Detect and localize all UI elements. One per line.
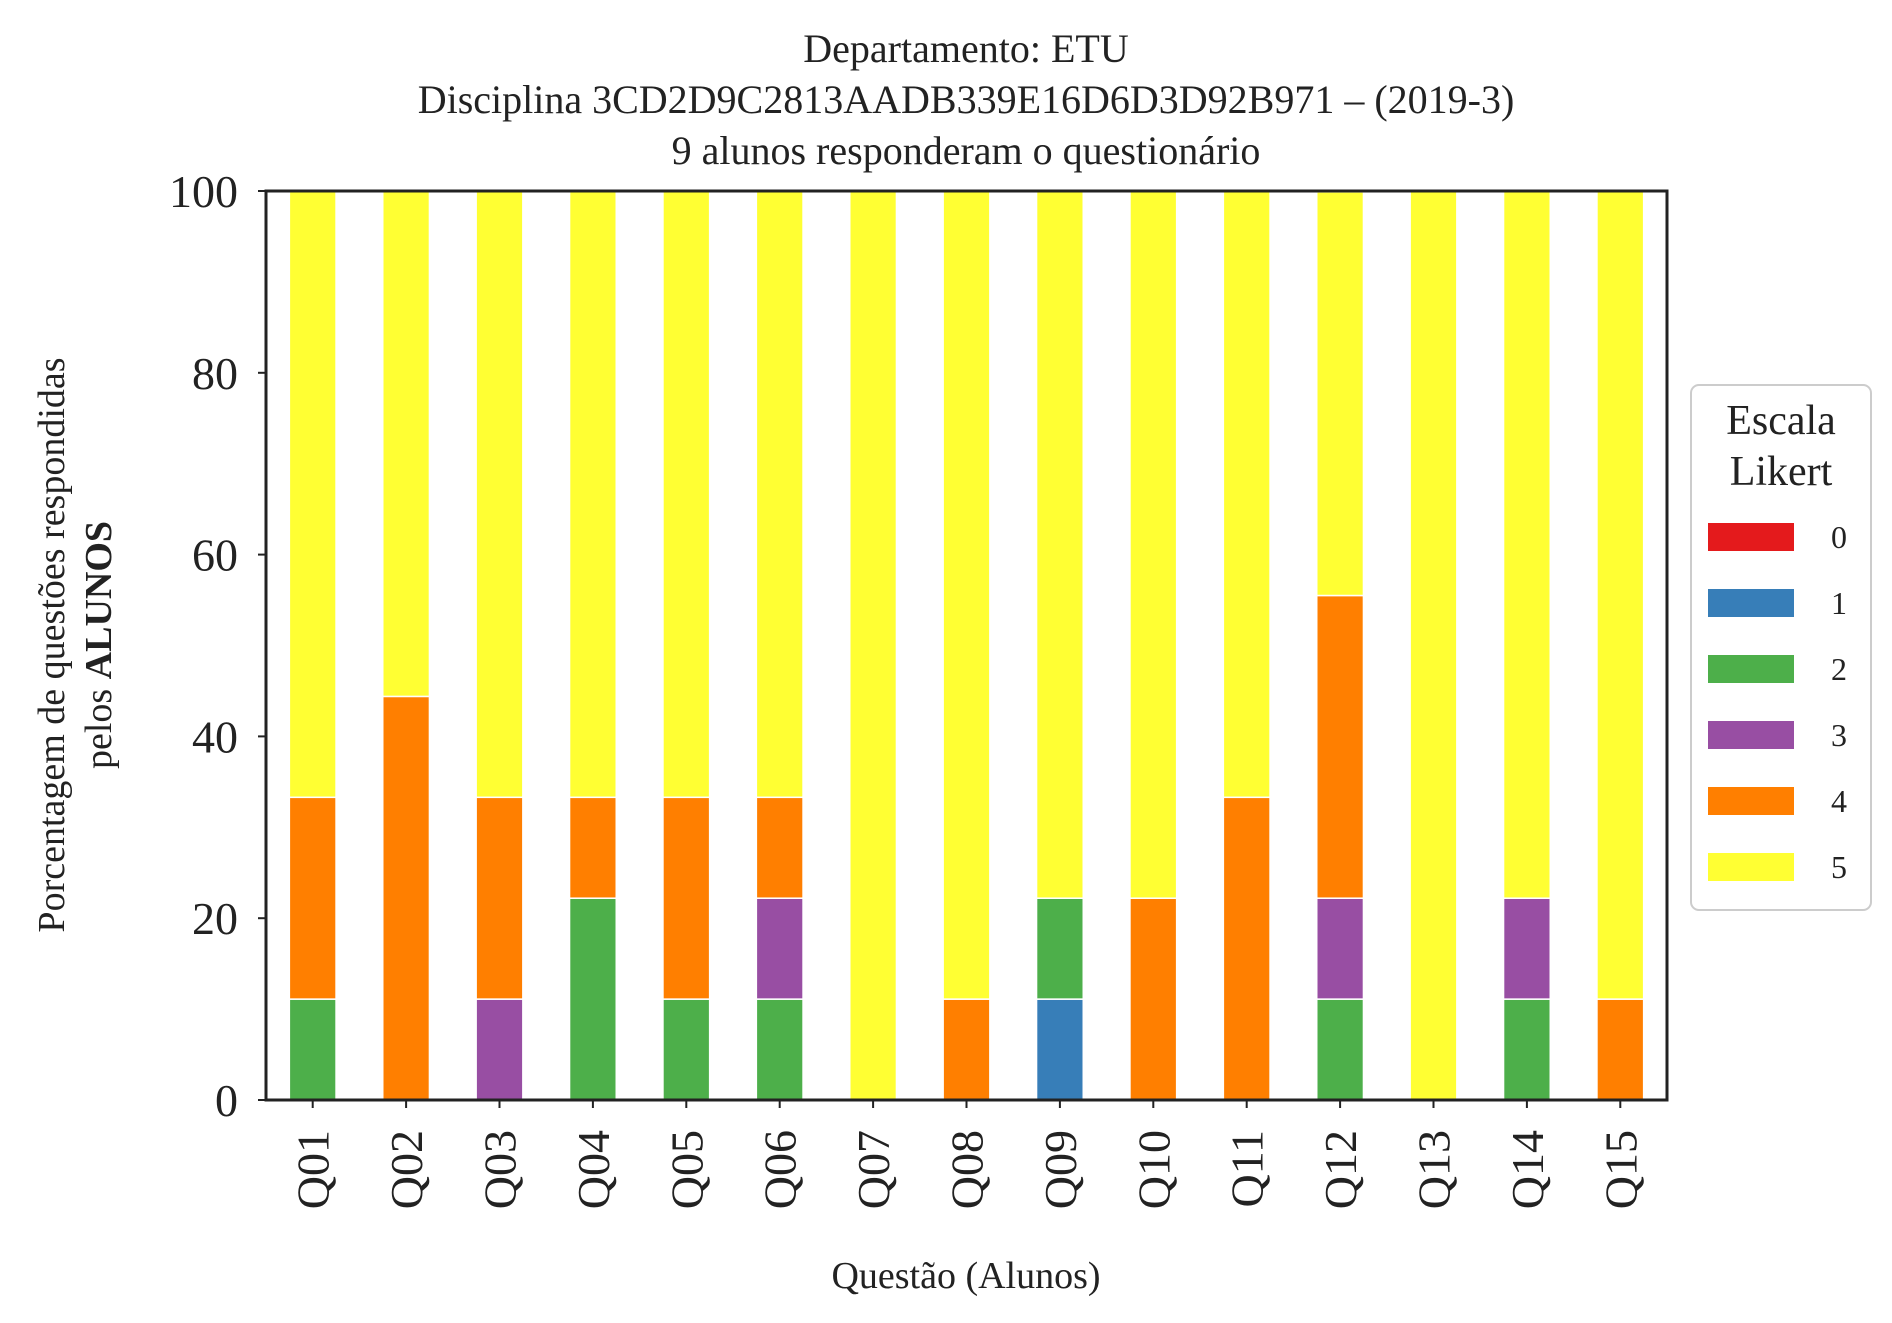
legend-label-0: 0	[1831, 519, 1847, 555]
x-tick-label: Q06	[755, 1130, 806, 1209]
y-tick-label: 100	[169, 166, 238, 217]
bar-segment-q14-level-5	[1502, 190, 1552, 899]
x-tick-label: Q05	[661, 1130, 712, 1209]
bar-segment-q15-level-4	[1596, 998, 1645, 1101]
bar-segment-q01-level-5	[288, 190, 337, 799]
legend-box	[1690, 384, 1872, 911]
bar-segment-q12-level-3	[1316, 897, 1365, 1000]
bar-segment-q04-level-4	[568, 796, 617, 899]
title-line-1: Departamento: ETU	[803, 26, 1129, 71]
y-tick-label: 40	[192, 711, 238, 762]
y-axis-label-bold: ALUNOS	[78, 521, 120, 679]
x-tick-label: Q11	[1222, 1130, 1273, 1208]
legend-label-4: 4	[1831, 783, 1847, 819]
x-tick-label: Q13	[1409, 1130, 1460, 1209]
y-axis-label: Porcentagem de questões respondidas pelo…	[31, 357, 120, 932]
bar-segment-q12-level-5	[1316, 191, 1365, 597]
bar-segment-q05-level-4	[662, 796, 711, 1000]
bar-segment-q12-level-2	[1316, 998, 1365, 1101]
title-line-3: 9 alunos responderam o questionário	[672, 128, 1261, 173]
bar-segment-q01-level-4	[288, 796, 337, 1000]
y-axis-ticks: 0 20 40 60 80 100	[169, 166, 266, 1126]
legend-label-5: 5	[1831, 849, 1847, 885]
bar-segment-q03-level-4	[475, 796, 524, 1000]
legend-swatch-0	[1708, 523, 1794, 551]
y-tick-label: 20	[192, 893, 238, 944]
y-axis-label-line-2: pelos ALUNOS	[78, 521, 120, 769]
bar-segment-q11-level-4	[1222, 796, 1271, 1101]
x-tick-label: Q03	[475, 1130, 526, 1209]
bar-segment-q02-level-4	[382, 695, 431, 1101]
x-tick-label: Q07	[848, 1130, 899, 1209]
bar-segment-q03-level-5	[475, 190, 524, 799]
bar-segment-q01-level-2	[288, 998, 337, 1101]
bar-segment-q09-level-2	[1035, 897, 1085, 1000]
legend-swatch-2	[1708, 655, 1794, 683]
title-line-2: Disciplina 3CD2D9C2813AADB339E16D6D3D92B…	[418, 77, 1515, 122]
legend-label-1: 1	[1831, 585, 1847, 621]
legend-swatch-3	[1708, 721, 1794, 749]
x-tick-label: Q04	[568, 1130, 619, 1209]
x-tick-label: Q08	[942, 1130, 993, 1209]
x-tick-label: Q14	[1502, 1130, 1553, 1209]
bar-segment-q02-level-5	[382, 190, 431, 698]
bar-segment-q10-level-4	[1129, 897, 1178, 1101]
bar-segment-q06-level-2	[755, 998, 804, 1101]
y-tick-label: 60	[192, 530, 238, 581]
y-axis-label-line-1: Porcentagem de questões respondidas	[31, 357, 73, 932]
x-axis-label: Questão (Alunos)	[831, 1255, 1100, 1297]
x-tick-label: Q09	[1035, 1130, 1086, 1209]
bar-segment-q09-level-1	[1035, 998, 1085, 1101]
bar-segment-q07-level-5	[849, 190, 898, 1101]
x-tick-label: Q01	[288, 1130, 339, 1209]
bar-segment-q12-level-4	[1316, 594, 1365, 899]
bar-segment-q11-level-5	[1222, 190, 1271, 799]
bar-segment-q10-level-5	[1129, 190, 1178, 899]
legend-label-2: 2	[1831, 651, 1847, 687]
bar-segment-q06-level-4	[755, 796, 804, 899]
bar-segment-q09-level-5	[1035, 190, 1085, 899]
bar-segment-q04-level-2	[568, 897, 617, 1101]
bar-segment-q08-level-5	[942, 190, 991, 1000]
legend-title-line-2: Likert	[1730, 449, 1833, 495]
legend-label-3: 3	[1831, 717, 1847, 753]
bar-segment-q13-level-5	[1409, 190, 1458, 1101]
y-axis-label-prefix: pelos	[78, 679, 120, 769]
x-tick-label: Q10	[1128, 1130, 1179, 1209]
x-tick-label: Q12	[1315, 1130, 1366, 1209]
bar-segment-q14-level-3	[1502, 897, 1552, 1000]
bar-segment-q06-level-5	[755, 190, 804, 799]
x-tick-label: Q02	[381, 1130, 432, 1209]
bar-segment-q04-level-5	[568, 190, 617, 799]
bar-segment-q05-level-5	[662, 190, 711, 799]
bar-segment-q14-level-2	[1502, 998, 1552, 1101]
y-tick-label: 0	[215, 1075, 238, 1126]
legend-swatch-5	[1708, 853, 1794, 881]
bar-segment-q06-level-3	[755, 897, 804, 1000]
legend-swatch-1	[1708, 589, 1794, 617]
legend-title-line-1: Escala	[1726, 398, 1836, 444]
bar-segment-q15-level-5	[1596, 190, 1645, 1000]
legend-swatch-4	[1708, 787, 1794, 815]
bars-layer	[288, 190, 1645, 1101]
chart-title: Departamento: ETU Disciplina 3CD2D9C2813…	[418, 26, 1515, 173]
bar-segment-q03-level-3	[475, 998, 524, 1101]
x-axis-ticks: Q01 Q02 Q03 Q04 Q05 Q06 Q07 Q08 Q09 Q10 Q11 Q12 Q13 Q…	[288, 1100, 1646, 1209]
x-tick-label: Q15	[1595, 1130, 1646, 1209]
bar-segment-q08-level-4	[942, 998, 991, 1101]
legend-items: 0 1 2 3 4 5	[1708, 519, 1847, 885]
bar-segment-q05-level-2	[662, 998, 711, 1101]
y-tick-label: 80	[192, 348, 238, 399]
legend: Escala Likert 0 1 2 3 4 5	[1690, 384, 1872, 911]
